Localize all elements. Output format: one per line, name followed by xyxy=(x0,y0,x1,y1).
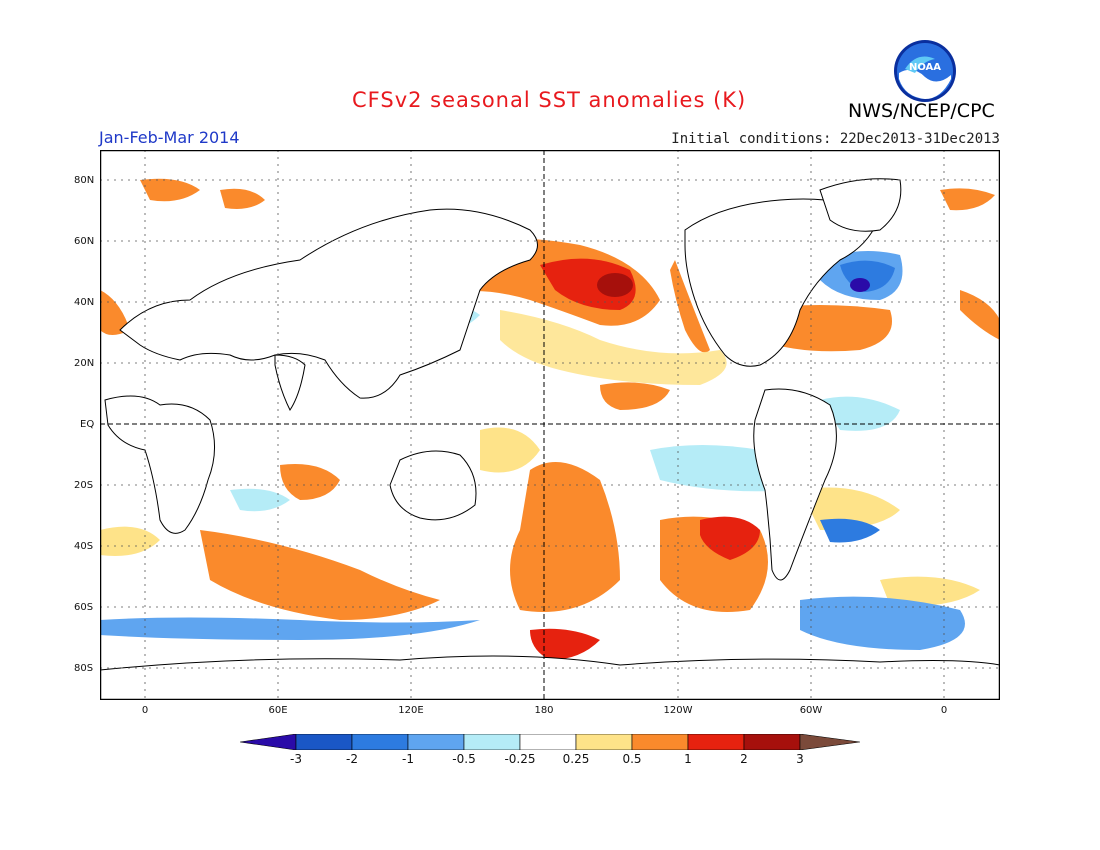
colorbar-swatch xyxy=(463,734,521,750)
colorbar-label: -0.5 xyxy=(452,752,476,766)
colorbar xyxy=(240,734,860,750)
noaa-logo-icon: NOAA xyxy=(894,40,956,102)
colorbar-swatch xyxy=(575,734,633,750)
colorbar-label: 0.25 xyxy=(562,752,590,766)
colorbar-swatch xyxy=(743,734,801,750)
organization-label: NWS/NCEP/CPC xyxy=(848,100,995,122)
lon-label: 120W xyxy=(663,705,693,716)
noaa-logo-text: NOAA xyxy=(909,62,941,73)
lon-label: 60W xyxy=(799,705,823,716)
colorbar-label: 0.5 xyxy=(622,752,642,766)
colorbar-label: 2 xyxy=(740,752,748,766)
colorbar-swatch xyxy=(687,734,745,750)
lat-label: 80N xyxy=(74,175,95,186)
map-title: CFSv2 seasonal SST anomalies (K) xyxy=(352,88,747,112)
season-label: Jan-Feb-Mar 2014 xyxy=(99,128,240,147)
lon-label: 180 xyxy=(534,705,554,716)
lat-label: 60N xyxy=(74,236,95,247)
colorbar-max-triangle xyxy=(799,734,860,750)
sst-anomaly-map xyxy=(100,150,1000,700)
colorbar-swatch xyxy=(519,734,577,750)
lat-label: 40S xyxy=(74,541,94,552)
lon-label: 0 xyxy=(940,705,948,716)
colorbar-label: -1 xyxy=(402,752,414,766)
lat-label: 60S xyxy=(74,602,94,613)
lat-label: 20S xyxy=(74,480,94,491)
lon-label: 120E xyxy=(398,705,424,716)
lat-label: 20N xyxy=(74,358,95,369)
colorbar-swatch xyxy=(631,734,689,750)
graticule xyxy=(100,150,1000,700)
anomaly-shading xyxy=(100,178,1000,660)
colorbar-swatch xyxy=(351,734,409,750)
colorbar-label: -2 xyxy=(346,752,358,766)
colorbar-label: 3 xyxy=(796,752,804,766)
lat-label: 40N xyxy=(74,297,95,308)
colorbar-swatch xyxy=(407,734,465,750)
lat-label: 80S xyxy=(74,663,94,674)
colorbar-min-triangle xyxy=(240,734,297,750)
colorbar-label: -0.25 xyxy=(504,752,536,766)
lon-label: 0 xyxy=(141,705,149,716)
colorbar-label: -3 xyxy=(290,752,302,766)
lat-label: EQ xyxy=(80,419,95,430)
colorbar-label: 1 xyxy=(684,752,692,766)
lon-label: 60E xyxy=(268,705,288,716)
initial-conditions-label: Initial conditions: 22Dec2013-31Dec2013 xyxy=(671,131,1000,147)
coastlines xyxy=(100,178,1000,700)
colorbar-swatch xyxy=(295,734,353,750)
